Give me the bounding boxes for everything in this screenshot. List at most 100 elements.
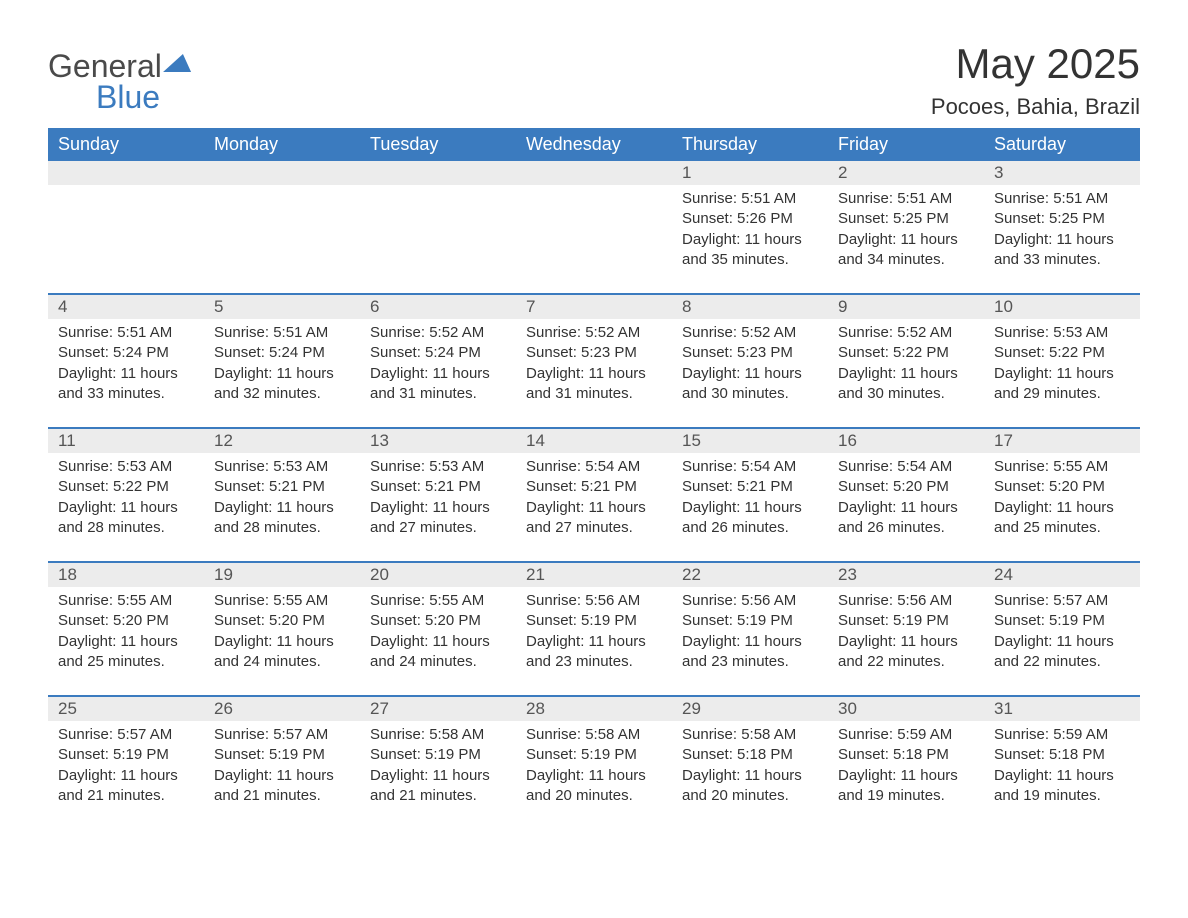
daylight-line: Daylight: 11 hours and 25 minutes. bbox=[994, 498, 1130, 539]
day-cell: Sunrise: 5:52 AMSunset: 5:23 PMDaylight:… bbox=[672, 319, 828, 427]
day-cell: Sunrise: 5:59 AMSunset: 5:18 PMDaylight:… bbox=[984, 721, 1140, 829]
day-header-cell: Saturday bbox=[984, 128, 1140, 161]
day-header-row: SundayMondayTuesdayWednesdayThursdayFrid… bbox=[48, 128, 1140, 161]
day-header-cell: Thursday bbox=[672, 128, 828, 161]
sunset-line: Sunset: 5:18 PM bbox=[994, 745, 1130, 765]
sunrise-line: Sunrise: 5:58 AM bbox=[526, 725, 662, 745]
day-cell: Sunrise: 5:55 AMSunset: 5:20 PMDaylight:… bbox=[984, 453, 1140, 561]
weeks-container: 123Sunrise: 5:51 AMSunset: 5:26 PMDaylig… bbox=[48, 161, 1140, 829]
daylight-line: Daylight: 11 hours and 21 minutes. bbox=[370, 766, 506, 807]
day-number: 25 bbox=[48, 697, 204, 721]
day-number: 11 bbox=[48, 429, 204, 453]
daylight-line: Daylight: 11 hours and 31 minutes. bbox=[526, 364, 662, 405]
sunrise-line: Sunrise: 5:51 AM bbox=[58, 323, 194, 343]
daylight-line: Daylight: 11 hours and 26 minutes. bbox=[682, 498, 818, 539]
day-number: 29 bbox=[672, 697, 828, 721]
week-row: 11121314151617Sunrise: 5:53 AMSunset: 5:… bbox=[48, 427, 1140, 561]
sunrise-line: Sunrise: 5:59 AM bbox=[838, 725, 974, 745]
day-cell: Sunrise: 5:53 AMSunset: 5:21 PMDaylight:… bbox=[204, 453, 360, 561]
sunrise-line: Sunrise: 5:58 AM bbox=[682, 725, 818, 745]
day-cell: Sunrise: 5:56 AMSunset: 5:19 PMDaylight:… bbox=[672, 587, 828, 695]
sunset-line: Sunset: 5:25 PM bbox=[838, 209, 974, 229]
sunset-line: Sunset: 5:24 PM bbox=[370, 343, 506, 363]
sunset-line: Sunset: 5:22 PM bbox=[58, 477, 194, 497]
sunset-line: Sunset: 5:20 PM bbox=[58, 611, 194, 631]
day-cell bbox=[360, 185, 516, 293]
sunrise-line: Sunrise: 5:53 AM bbox=[994, 323, 1130, 343]
day-number: 26 bbox=[204, 697, 360, 721]
sunrise-line: Sunrise: 5:56 AM bbox=[526, 591, 662, 611]
sunrise-line: Sunrise: 5:57 AM bbox=[994, 591, 1130, 611]
sunset-line: Sunset: 5:20 PM bbox=[214, 611, 350, 631]
day-number: 18 bbox=[48, 563, 204, 587]
sunrise-line: Sunrise: 5:52 AM bbox=[682, 323, 818, 343]
day-cell: Sunrise: 5:55 AMSunset: 5:20 PMDaylight:… bbox=[360, 587, 516, 695]
sunset-line: Sunset: 5:23 PM bbox=[526, 343, 662, 363]
daylight-line: Daylight: 11 hours and 19 minutes. bbox=[838, 766, 974, 807]
week-row: 18192021222324Sunrise: 5:55 AMSunset: 5:… bbox=[48, 561, 1140, 695]
daylight-line: Daylight: 11 hours and 27 minutes. bbox=[526, 498, 662, 539]
sunrise-line: Sunrise: 5:56 AM bbox=[838, 591, 974, 611]
day-cell: Sunrise: 5:57 AMSunset: 5:19 PMDaylight:… bbox=[48, 721, 204, 829]
day-cell: Sunrise: 5:54 AMSunset: 5:21 PMDaylight:… bbox=[516, 453, 672, 561]
day-number-row: 123 bbox=[48, 161, 1140, 185]
day-number: 9 bbox=[828, 295, 984, 319]
daylight-line: Daylight: 11 hours and 24 minutes. bbox=[214, 632, 350, 673]
month-title: May 2025 bbox=[931, 40, 1140, 88]
day-header-cell: Friday bbox=[828, 128, 984, 161]
day-number: 4 bbox=[48, 295, 204, 319]
day-number: 24 bbox=[984, 563, 1140, 587]
day-number: 12 bbox=[204, 429, 360, 453]
sunrise-line: Sunrise: 5:52 AM bbox=[370, 323, 506, 343]
cells-row: Sunrise: 5:51 AM Sunset: 5:24 PM Daylight:… bbox=[48, 319, 1140, 427]
sunset-line: Sunset: 5:20 PM bbox=[994, 477, 1130, 497]
day-cell: Sunrise: 5:58 AMSunset: 5:19 PMDaylight:… bbox=[516, 721, 672, 829]
sunset-line: Sunset: 5:19 PM bbox=[526, 745, 662, 765]
sunset-line: Sunset: 5:21 PM bbox=[370, 477, 506, 497]
daylight-line: Daylight: 11 hours and 29 minutes. bbox=[994, 364, 1130, 405]
day-cell bbox=[516, 185, 672, 293]
logo-text-blue: Blue bbox=[96, 79, 194, 116]
sunset-line: Sunset: 5:18 PM bbox=[682, 745, 818, 765]
daylight-line: Daylight: 11 hours and 32 minutes. bbox=[214, 364, 350, 405]
sunrise-line: Sunrise: 5:59 AM bbox=[994, 725, 1130, 745]
daylight-line: Daylight: 11 hours and 30 minutes. bbox=[682, 364, 818, 405]
day-cell bbox=[48, 185, 204, 293]
sunset-line: Sunset: 5:19 PM bbox=[838, 611, 974, 631]
day-number-row: 45678910 bbox=[48, 295, 1140, 319]
daylight-line: Daylight: 11 hours and 28 minutes. bbox=[214, 498, 350, 539]
day-cell: Sunrise: 5:53 AMSunset: 5:22 PMDaylight:… bbox=[984, 319, 1140, 427]
sunrise-line: Sunrise: 5:57 AM bbox=[58, 725, 194, 745]
daylight-line: Daylight: 11 hours and 30 minutes. bbox=[838, 364, 974, 405]
daylight-line: Daylight: 11 hours and 20 minutes. bbox=[526, 766, 662, 807]
sunrise-line: Sunrise: 5:55 AM bbox=[58, 591, 194, 611]
day-number bbox=[360, 161, 516, 185]
daylight-line: Daylight: 11 hours and 22 minutes. bbox=[838, 632, 974, 673]
sunrise-line: Sunrise: 5:52 AM bbox=[526, 323, 662, 343]
day-cell: Sunrise: 5:57 AMSunset: 5:19 PMDaylight:… bbox=[984, 587, 1140, 695]
sunset-line: Sunset: 5:26 PM bbox=[682, 209, 818, 229]
daylight-line: Daylight: 11 hours and 24 minutes. bbox=[370, 632, 506, 673]
sunrise-line: Sunrise: 5:55 AM bbox=[370, 591, 506, 611]
day-header-cell: Sunday bbox=[48, 128, 204, 161]
day-cell: Sunrise: 5:58 AMSunset: 5:19 PMDaylight:… bbox=[360, 721, 516, 829]
sunset-line: Sunset: 5:21 PM bbox=[214, 477, 350, 497]
day-number: 15 bbox=[672, 429, 828, 453]
day-number-row: 18192021222324 bbox=[48, 563, 1140, 587]
week-row: 123Sunrise: 5:51 AMSunset: 5:26 PMDaylig… bbox=[48, 161, 1140, 293]
daylight-line: Daylight: 11 hours and 23 minutes. bbox=[526, 632, 662, 673]
day-cell: Sunrise: 5:52 AMSunset: 5:24 PMDaylight:… bbox=[360, 319, 516, 427]
sunrise-line: Sunrise: 5:51 AM bbox=[214, 323, 350, 343]
daylight-line: Daylight: 11 hours and 28 minutes. bbox=[58, 498, 194, 539]
day-cell: Sunrise: 5:59 AMSunset: 5:18 PMDaylight:… bbox=[828, 721, 984, 829]
sunset-line: Sunset: 5:19 PM bbox=[682, 611, 818, 631]
sunrise-line: Sunrise: 5:51 AM bbox=[682, 189, 818, 209]
sunrise-line: Sunrise: 5:57 AM bbox=[214, 725, 350, 745]
header-row: General Blue May 2025 Pocoes, Bahia, Bra… bbox=[48, 40, 1140, 120]
cells-row: Sunrise: 5:57 AMSunset: 5:19 PMDaylight:… bbox=[48, 721, 1140, 829]
sunset-line: Sunset: 5:20 PM bbox=[838, 477, 974, 497]
cells-row: Sunrise: 5:53 AMSunset: 5:22 PMDaylight:… bbox=[48, 453, 1140, 561]
day-cell: Sunrise: 5:55 AMSunset: 5:20 PMDaylight:… bbox=[48, 587, 204, 695]
daylight-line: Daylight: 11 hours and 33 minutes. bbox=[58, 364, 194, 405]
sunrise-line: Sunrise: 5:55 AM bbox=[994, 457, 1130, 477]
